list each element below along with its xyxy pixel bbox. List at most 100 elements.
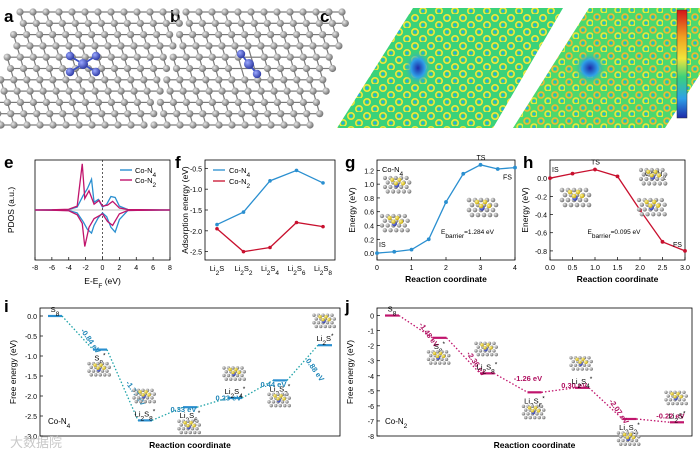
molecule-atom [582,363,587,368]
carbon-atom [127,121,135,129]
sulfur-atom [102,366,106,370]
molecule-atom [287,396,291,400]
y-tick-label: -1 [368,329,374,336]
carbon-atom [286,98,294,106]
carbon-atom [91,42,99,50]
carbon-atom [208,53,216,61]
molecule-atom [663,181,668,186]
molecule-atom [405,228,410,233]
carbon-atom [150,110,158,118]
nitrogen-atom [91,51,101,61]
molecule-atom [224,377,228,381]
label-part: Li [314,264,320,273]
step-energy-label: -0.84 eV [79,327,103,355]
nitrogen-atom [252,69,262,79]
label-part: Co-N [385,417,404,426]
molecule-atom [233,377,237,381]
carbon-atom [117,42,125,50]
energy-path-point [593,167,597,172]
carbon-atom [19,19,27,27]
molecule-atom [539,412,544,416]
carbon-atom [202,30,210,39]
carbon-atom [315,64,324,73]
molecule-atom [684,394,688,398]
label-part: S [234,387,239,396]
carbon-atom [10,76,18,84]
molecule-atom [87,369,91,373]
sulfur-atom [279,394,283,398]
y-tick-label: -8 [368,434,374,441]
label-part: Li [668,411,674,420]
carbon-atom [286,53,294,61]
carbon-atom [20,110,28,118]
carbon-atom [140,76,148,84]
molecule-atom [195,419,199,423]
molecule-atom [493,202,499,208]
label-part: Li [477,362,483,371]
molecule-atom [181,426,186,431]
legend-label-co-n4: Co-N4 [229,166,251,179]
species-label: Li2S8* [477,361,498,375]
sulfur-atom [530,409,535,413]
x-axis-label: Reaction coordinate [577,274,659,284]
x-tick-label: 2.5 [658,265,668,272]
sulfur-atom [432,351,437,356]
carbon-atom [312,8,320,16]
carbon-atom [42,98,51,106]
molecule-atom [224,370,228,374]
molecule-atom [589,367,593,371]
sulfur-atom [183,420,187,425]
molecule-atom [632,442,636,446]
label-part: 6 [302,270,306,277]
molecule-atom [143,399,147,404]
sulfur-atom [141,393,145,397]
y-tick-label: -2.0 [190,229,202,236]
carbon-atom [55,8,63,16]
sulfur-atom [646,169,651,174]
carbon-atom [234,8,242,16]
x-axis-label: Reaction coordinate [494,440,576,450]
carbon-atom [286,8,294,16]
carbon-atom [163,121,171,129]
molecule-atom [402,213,407,219]
carbon-atom [58,64,67,73]
cobalt-atom [78,59,88,69]
x-axis-label: E-EF (eV) [84,276,121,290]
carbon-atom [45,64,54,73]
label-part: 2 [249,270,253,277]
carbon-atom [280,30,288,39]
molecule-atom [639,202,645,207]
connector-line [286,344,319,381]
molecule-atom [145,396,150,400]
molecule-atom [184,430,188,435]
carbon-atom [13,87,21,95]
carbon-atom [289,19,297,27]
molecule-atom [476,345,480,349]
y-tick-label: -0.8 [535,249,547,256]
molecule-atom [673,390,677,395]
x-tick-label: 2 [444,265,448,272]
molecule-atom [188,430,192,435]
molecule-atom [494,352,498,357]
carbon-atom [283,87,291,95]
molecule-atom [565,197,571,203]
carbon-atom [215,121,223,129]
label-part: 2 [293,270,297,277]
x-tick-label: 8 [168,265,172,272]
carbon-atom [0,87,8,95]
molecule-atom [571,359,575,364]
panel-letter-e: e [4,153,13,172]
molecule-atom [426,357,431,362]
carbon-atom [133,53,141,61]
label-part: Li [287,264,293,273]
chart-j-free-energy-co-n2: 0-1-2-3-4-5-6-7-8S8-1.48 eVS8*-2.36 eVLi… [345,305,693,450]
carbon-atom [273,8,281,16]
carbon-atom [263,64,272,73]
molecule-atom [524,415,528,420]
carbon-atom [143,87,151,95]
carbon-atom [114,76,122,84]
carbon-atom [306,76,314,84]
molecule-atom [440,357,444,362]
carbon-atom [46,110,54,118]
carbon-atom [140,30,148,39]
